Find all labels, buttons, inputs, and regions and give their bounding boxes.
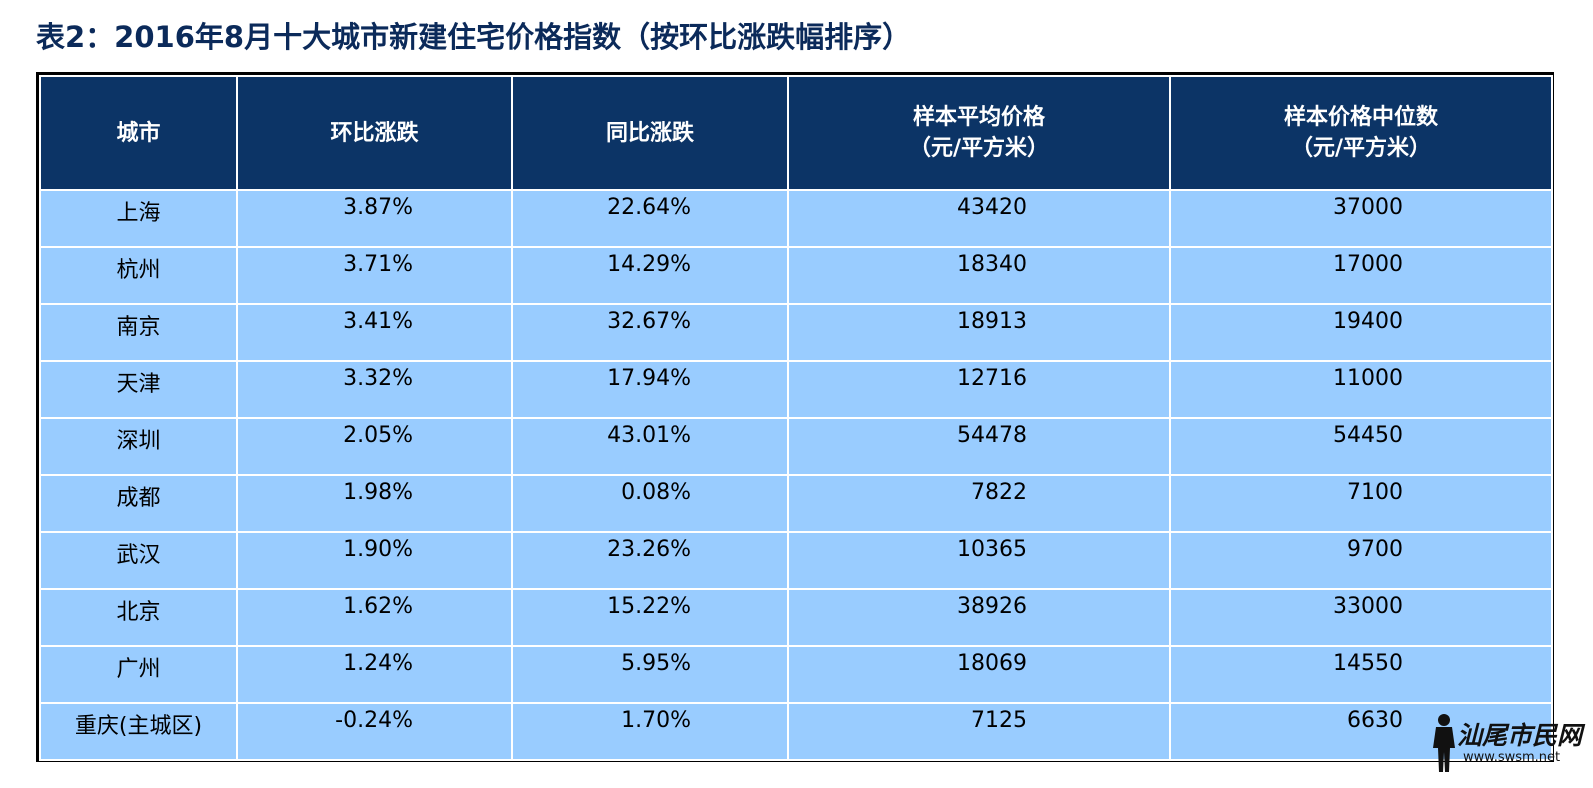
- cell-median-price: 6630: [1169, 702, 1553, 761]
- cell-yoy-change: 23.26%: [511, 531, 789, 590]
- table-row: 上海 3.87% 22.64% 43420 37000: [39, 189, 1553, 248]
- cell-median-price: 14550: [1169, 645, 1553, 704]
- table-row: 杭州 3.71% 14.29% 18340 17000: [39, 246, 1553, 305]
- cell-mom-change: 1.24%: [236, 645, 513, 704]
- cell-median-price: 17000: [1169, 246, 1553, 305]
- cell-city: 广州: [39, 645, 238, 704]
- cell-city: 杭州: [39, 246, 238, 305]
- cell-mom-change: 1.98%: [236, 474, 513, 533]
- header-mom-change: 环比涨跌: [236, 75, 513, 191]
- cell-yoy-change: 0.08%: [511, 474, 789, 533]
- table-row: 重庆(主城区) -0.24% 1.70% 7125 6630: [39, 702, 1553, 761]
- header-label-line: 样本平均价格: [912, 105, 1045, 130]
- page-title: 表2：2016年8月十大城市新建住宅价格指数（按环比涨跌幅排序）: [36, 20, 912, 54]
- cell-yoy-change: 17.94%: [511, 360, 789, 419]
- person-silhouette-icon: [1433, 714, 1455, 772]
- cell-avg-price: 38926: [787, 588, 1171, 647]
- cell-yoy-change: 5.95%: [511, 645, 789, 704]
- header-label-line: 环比涨跌: [330, 120, 419, 146]
- cell-city: 北京: [39, 588, 238, 647]
- cell-mom-change: 3.32%: [236, 360, 513, 419]
- cell-avg-price: 7125: [787, 702, 1171, 761]
- table-body: 上海 3.87% 22.64% 43420 37000 杭州 3.71% 14.29% 1834…: [39, 189, 1553, 761]
- cell-avg-price: 18069: [787, 645, 1171, 704]
- price-index-table: 城市 环比涨跌 同比涨跌 样本平均价格 （元/平方米） 样本价格中位数 （元/平方米） 上海…: [36, 72, 1554, 762]
- header-median-price: 样本价格中位数 （元/平方米）: [1169, 75, 1553, 191]
- header-label-line: 样本价格中位数: [1283, 105, 1438, 130]
- cell-mom-change: 3.71%: [236, 246, 513, 305]
- cell-city: 南京: [39, 303, 238, 362]
- cell-mom-change: 1.90%: [236, 531, 513, 590]
- header-label-line: （元/平方米）: [908, 136, 1050, 161]
- cell-avg-price: 7822: [787, 474, 1171, 533]
- cell-mom-change: 3.41%: [236, 303, 513, 362]
- cell-median-price: 54450: [1169, 417, 1553, 476]
- cell-city: 深圳: [39, 417, 238, 476]
- cell-median-price: 37000: [1169, 189, 1553, 248]
- cell-avg-price: 10365: [787, 531, 1171, 590]
- table-row: 广州 1.24% 5.95% 18069 14550: [39, 645, 1553, 704]
- cell-yoy-change: 32.67%: [511, 303, 789, 362]
- cell-city: 重庆(主城区): [39, 702, 238, 761]
- cell-median-price: 19400: [1169, 303, 1553, 362]
- header-label-line: 城市: [116, 120, 161, 146]
- cell-mom-change: -0.24%: [236, 702, 513, 761]
- header-avg-price: 样本平均价格 （元/平方米）: [787, 75, 1171, 191]
- cell-avg-price: 12716: [787, 360, 1171, 419]
- cell-median-price: 9700: [1169, 531, 1553, 590]
- cell-avg-price: 54478: [787, 417, 1171, 476]
- cell-avg-price: 18340: [787, 246, 1171, 305]
- cell-city: 成都: [39, 474, 238, 533]
- table-row: 天津 3.32% 17.94% 12716 11000: [39, 360, 1553, 419]
- watermark: 汕尾市民网 www.swsm.net: [1427, 712, 1587, 774]
- table-header-row: 城市 环比涨跌 同比涨跌 样本平均价格 （元/平方米） 样本价格中位数 （元/平方米）: [39, 75, 1553, 191]
- cell-mom-change: 2.05%: [236, 417, 513, 476]
- header-yoy-change: 同比涨跌: [511, 75, 789, 191]
- watermark-logo-text: 汕尾市民网: [1457, 721, 1583, 750]
- table-row: 成都 1.98% 0.08% 7822 7100: [39, 474, 1553, 533]
- cell-avg-price: 18913: [787, 303, 1171, 362]
- header-label-line: （元/平方米）: [1290, 136, 1432, 161]
- cell-city: 武汉: [39, 531, 238, 590]
- header-city: 城市: [39, 75, 238, 191]
- cell-median-price: 7100: [1169, 474, 1553, 533]
- cell-mom-change: 1.62%: [236, 588, 513, 647]
- cell-yoy-change: 14.29%: [511, 246, 789, 305]
- cell-mom-change: 3.87%: [236, 189, 513, 248]
- table-row: 深圳 2.05% 43.01% 54478 54450: [39, 417, 1553, 476]
- cell-median-price: 33000: [1169, 588, 1553, 647]
- cell-city: 天津: [39, 360, 238, 419]
- cell-yoy-change: 43.01%: [511, 417, 789, 476]
- cell-city: 上海: [39, 189, 238, 248]
- cell-avg-price: 43420: [787, 189, 1171, 248]
- cell-yoy-change: 15.22%: [511, 588, 789, 647]
- table-row: 北京 1.62% 15.22% 38926 33000: [39, 588, 1553, 647]
- header-label-line: 同比涨跌: [605, 120, 694, 146]
- table-row: 武汉 1.90% 23.26% 10365 9700: [39, 531, 1553, 590]
- watermark-site-text: www.swsm.net: [1463, 750, 1561, 765]
- table-row: 南京 3.41% 32.67% 18913 19400: [39, 303, 1553, 362]
- cell-yoy-change: 1.70%: [511, 702, 789, 761]
- cell-yoy-change: 22.64%: [511, 189, 789, 248]
- cell-median-price: 11000: [1169, 360, 1553, 419]
